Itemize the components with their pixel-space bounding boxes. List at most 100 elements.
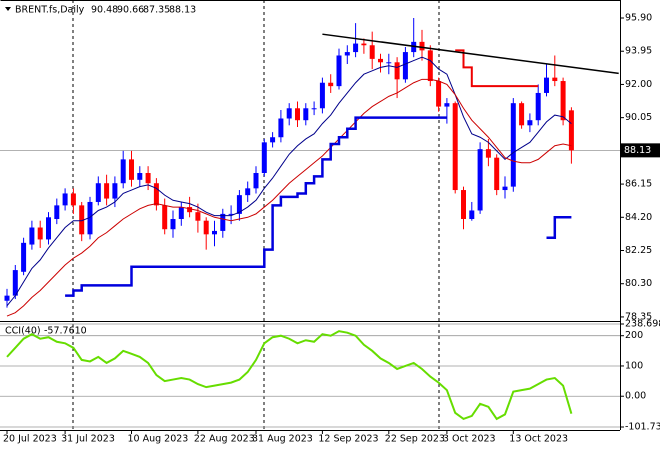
candle-body	[502, 186, 508, 191]
candle-body	[527, 120, 533, 126]
candle-body	[386, 62, 392, 64]
candle-body	[54, 205, 60, 219]
indicator-line	[6, 78, 572, 317]
candle-body	[544, 77, 549, 93]
candle-body	[112, 183, 118, 199]
candle-body	[344, 52, 350, 56]
candle-body	[195, 212, 201, 221]
candle-body	[568, 110, 574, 151]
candle-body	[145, 173, 151, 184]
candle-body	[12, 270, 18, 296]
candle-body	[178, 207, 184, 219]
candle-body	[295, 108, 300, 121]
y-tick-label: 80.30	[625, 278, 652, 289]
candle-body	[311, 108, 317, 110]
candle-body	[21, 242, 27, 272]
candle-body	[394, 62, 400, 80]
chart-title: BRENT.fs,Daily	[15, 5, 85, 16]
candle-body	[212, 230, 217, 235]
candle-body	[203, 220, 209, 235]
candle-body	[278, 118, 284, 138]
y-tick-label: 92.00	[625, 79, 652, 90]
candle-body	[494, 157, 500, 191]
candle-body	[353, 43, 359, 53]
x-tick-label: 31 Aug 2023	[252, 434, 313, 445]
y-tick-label: 238.6987	[625, 319, 660, 330]
y-tick-label: 90.05	[625, 112, 652, 123]
candle-body	[220, 213, 226, 231]
x-tick-label: 20 Jul 2023	[3, 434, 57, 445]
indicator-line	[455, 49, 539, 88]
candle-body	[485, 149, 491, 158]
header-low: 87.35	[143, 5, 170, 16]
candle-body	[336, 55, 342, 87]
candle-body	[62, 193, 68, 206]
candle-body	[510, 103, 516, 187]
trendline	[322, 33, 619, 75]
candle-body	[419, 41, 425, 51]
x-tick-label: 31 Jul 2023	[61, 434, 115, 445]
candle-body	[469, 210, 475, 219]
x-tick-label: 22 Aug 2023	[194, 434, 255, 445]
candle-body	[95, 183, 101, 202]
candle-body	[170, 218, 176, 230]
candle-body	[87, 201, 93, 235]
candle-body	[378, 58, 383, 63]
y-tick-label: 100	[625, 360, 643, 371]
candle-body	[402, 52, 408, 80]
candle-body	[535, 92, 541, 121]
candle-body	[261, 142, 267, 174]
candle-body	[436, 81, 442, 107]
y-tick-label: -101.737	[625, 422, 660, 433]
indicator-line	[65, 116, 572, 297]
candle-body	[253, 173, 259, 189]
candle-body	[286, 108, 292, 119]
candle-body	[552, 77, 558, 82]
candle-body	[104, 183, 110, 199]
candle-body	[70, 193, 76, 206]
indicator-title: CCI(40)	[5, 326, 41, 337]
y-tick-label: 200	[625, 330, 643, 341]
candle-body	[46, 217, 51, 240]
candle-body	[319, 82, 325, 109]
current-price-box	[621, 143, 660, 158]
candle-body	[4, 295, 10, 301]
indicator-line	[6, 56, 572, 307]
candle-body	[29, 227, 35, 245]
cci-line	[6, 330, 573, 421]
candle-body	[37, 227, 43, 240]
y-tick-label: 86.15	[625, 179, 652, 190]
y-tick-label: 84.20	[625, 212, 652, 223]
candle-body	[303, 108, 309, 121]
candle-body	[560, 81, 566, 121]
candle-body	[427, 50, 433, 82]
menu-icon	[5, 7, 11, 11]
candle-body	[270, 137, 276, 143]
candle-body	[519, 103, 525, 126]
candle-body	[129, 159, 134, 180]
y-tick-label: 78.35	[625, 311, 652, 322]
candle-body	[187, 207, 193, 213]
x-tick-label: 13 Oct 2023	[509, 434, 568, 445]
indicator-value: -57.7610	[44, 326, 87, 337]
candle-body	[228, 213, 234, 215]
x-tick-label: 22 Sep 2023	[385, 434, 445, 445]
candle-body	[452, 103, 458, 191]
y-tick-label: 82.25	[625, 245, 652, 256]
candle-body	[236, 195, 242, 214]
candle-body	[153, 183, 159, 206]
header-close: 88.13	[169, 5, 196, 16]
candle-body	[444, 103, 450, 107]
candle-body	[369, 45, 375, 59]
x-tick-label: 3 Oct 2023	[443, 434, 496, 445]
candle-body	[245, 188, 251, 196]
candle-body	[328, 82, 334, 87]
x-tick-label: 10 Aug 2023	[128, 434, 189, 445]
header-open: 90.48	[91, 5, 118, 16]
y-tick-label: 0.00	[625, 391, 646, 402]
candle-body	[361, 43, 367, 46]
candle-body	[120, 159, 126, 184]
y-tick-label: 95.90	[625, 13, 652, 24]
